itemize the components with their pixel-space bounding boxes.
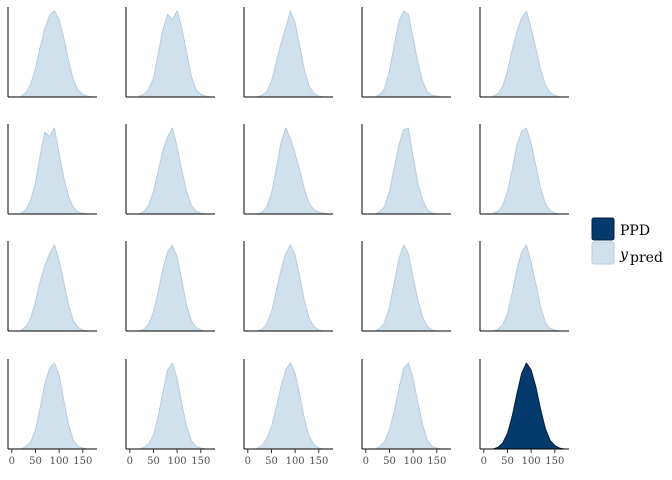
x-tick-label: 150 xyxy=(427,456,446,467)
panel-6 xyxy=(7,124,97,215)
ypred-density-area xyxy=(374,362,447,450)
x-tick-label: 100 xyxy=(50,456,69,467)
ypred-density-area xyxy=(20,127,93,215)
x-tick-label: 50 xyxy=(501,456,514,467)
x-tick-label: 0 xyxy=(245,456,251,467)
panel-15 xyxy=(479,241,569,332)
panel-17: 0 50 100 150 xyxy=(125,359,215,467)
ypred-density-area xyxy=(256,362,329,450)
ypred-density-area xyxy=(256,244,329,332)
ypred-density-area xyxy=(256,10,329,98)
ypred-density-area xyxy=(138,362,211,450)
panel-grid: 0 50 100 150 0 50 100 150 0 50 100 150 0 50 100 150 0 50 1… xyxy=(7,7,569,467)
ypred-density-area xyxy=(374,127,447,215)
x-tick-label: 0 xyxy=(127,456,133,467)
x-tick-label: 150 xyxy=(191,456,210,467)
legend-label-ppd: PPD xyxy=(620,223,650,239)
x-tick-label: 150 xyxy=(545,456,564,467)
ypred-density-area xyxy=(374,10,447,98)
x-tick-label: 100 xyxy=(522,456,541,467)
x-tick-label: 0 xyxy=(363,456,369,467)
panel-19: 0 50 100 150 xyxy=(361,359,451,467)
ypred-density-area xyxy=(20,362,93,450)
x-tick-label: 50 xyxy=(265,456,278,467)
x-tick-label: 0 xyxy=(481,456,487,467)
panel-3 xyxy=(243,7,333,98)
panel-2 xyxy=(125,7,215,98)
legend-label-ypred: y xyxy=(619,247,629,263)
panel-14 xyxy=(361,241,451,332)
ypred-density-area xyxy=(138,10,211,98)
panel-5 xyxy=(479,7,569,98)
panel-10 xyxy=(479,124,569,215)
x-tick-label: 100 xyxy=(168,456,187,467)
panel-18: 0 50 100 150 xyxy=(243,359,333,467)
legend-key-ypred xyxy=(591,241,615,265)
legend: PPD y pred xyxy=(591,217,663,266)
panel-13 xyxy=(243,241,333,332)
panel-9 xyxy=(361,124,451,215)
x-tick-label: 100 xyxy=(286,456,305,467)
ppd-density-area xyxy=(492,362,565,450)
ypred-density-area xyxy=(256,127,329,215)
ypred-density-area xyxy=(492,127,565,215)
panel-7 xyxy=(125,124,215,215)
legend-label-ypred-subscript: pred xyxy=(630,250,663,266)
panel-8 xyxy=(243,124,333,215)
panel-11 xyxy=(7,241,97,332)
x-tick-label: 50 xyxy=(29,456,42,467)
ypred-density-area xyxy=(138,244,211,332)
x-tick-label: 50 xyxy=(383,456,396,467)
ypred-density-area xyxy=(374,244,447,332)
x-tick-label: 0 xyxy=(9,456,15,467)
ypred-density-area xyxy=(20,244,93,332)
panel-1 xyxy=(7,7,97,98)
ypred-density-area xyxy=(20,10,93,98)
ypred-density-area xyxy=(492,244,565,332)
ypred-density-area xyxy=(492,10,565,98)
ypred-density-area xyxy=(138,127,211,215)
panel-20: 0 50 100 150 xyxy=(479,359,569,467)
legend-key-ppd xyxy=(591,217,615,241)
x-tick-label: 100 xyxy=(404,456,423,467)
x-tick-label: 150 xyxy=(73,456,92,467)
x-tick-label: 150 xyxy=(309,456,328,467)
x-tick-label: 50 xyxy=(147,456,160,467)
panel-12 xyxy=(125,241,215,332)
panel-16: 0 50 100 150 xyxy=(7,359,97,467)
panel-4 xyxy=(361,7,451,98)
